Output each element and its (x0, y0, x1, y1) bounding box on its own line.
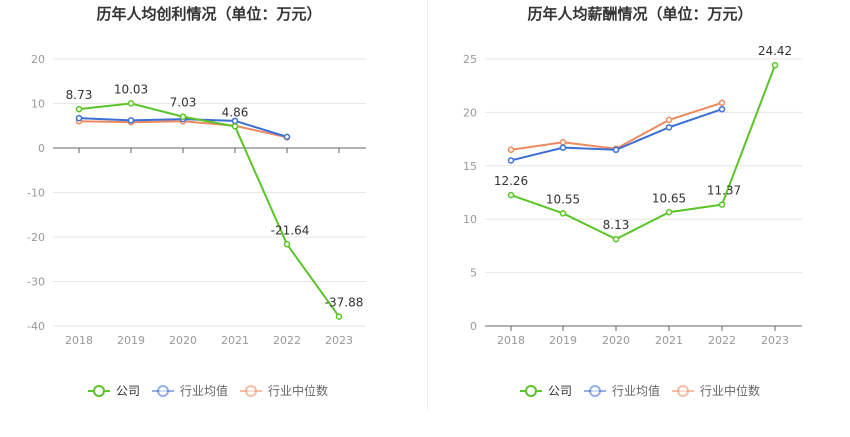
data-point-company (507, 191, 515, 199)
data-label: -21.64 (271, 223, 310, 237)
x-tick-label: 2021 (655, 334, 683, 347)
series-line-company (510, 64, 776, 241)
data-point-industry_median (665, 116, 673, 124)
legend-label: 公司 (116, 384, 140, 398)
data-label: -37.88 (325, 296, 364, 310)
y-tick-label: 10 (463, 213, 477, 226)
data-point-industry_median (507, 146, 515, 154)
data-point-company (718, 201, 726, 208)
y-tick-label: 20 (31, 53, 45, 66)
data-label: 24.42 (758, 44, 792, 58)
legend-item-industry_avg: 行业均值 (584, 383, 660, 398)
data-label: 7.03 (170, 96, 197, 110)
data-point-industry_avg (612, 146, 620, 154)
data-label: 10.55 (546, 192, 580, 206)
data-point-company (559, 210, 567, 217)
chart-panel-2: 历年人均薪酬情况（单位：万元） 25 20 15 10 5 0 2018 2019 2020 202… (463, 5, 802, 398)
series-line-industry_median (510, 101, 723, 151)
data-point-industry_avg (665, 124, 673, 131)
y-tick-label: 25 (463, 53, 477, 66)
legend-label: 行业均值 (612, 383, 660, 398)
data-point-company (771, 61, 779, 69)
y-tick-label: 10 (31, 98, 45, 111)
legend-label: 行业中位数 (700, 383, 760, 398)
data-point-company (179, 113, 187, 120)
legend-item-company: 公司 (520, 384, 572, 398)
data-point-industry_avg (127, 117, 135, 124)
data-label: 10.65 (652, 191, 686, 205)
data-point-company (231, 123, 239, 130)
y-tick-label: 20 (463, 106, 477, 119)
y-tick-label: -10 (27, 187, 45, 200)
y-tick-label: 15 (463, 160, 477, 173)
data-point-industry_avg (718, 105, 726, 113)
chart-title: 历年人均创利情况（单位：万元） (96, 5, 321, 23)
data-point-industry_avg (559, 144, 567, 151)
y-tick-label: -40 (27, 320, 45, 333)
chart-panel-1: 历年人均创利情况（单位：万元） 20 10 0 -10 -20 -30 -40 2018 2019… (27, 5, 366, 398)
data-point-company (612, 235, 620, 243)
panel-divider (427, 0, 428, 410)
data-point-industry_avg (283, 133, 291, 141)
x-tick-label: 2022 (708, 334, 736, 347)
x-tick-label: 2018 (497, 334, 525, 347)
data-label: 12.26 (494, 174, 528, 188)
data-label: 4.86 (222, 105, 249, 119)
y-tick-label: 5 (470, 267, 477, 280)
data-label: 11.37 (707, 184, 741, 198)
legend-marker (93, 385, 105, 397)
data-point-industry_avg (507, 157, 515, 164)
legend-label: 行业均值 (180, 383, 228, 398)
legend-marker (589, 385, 601, 397)
data-point-industry_median (718, 99, 726, 107)
data-point-company (335, 313, 343, 320)
series-line-company (78, 102, 340, 318)
data-point-company (127, 100, 135, 107)
x-tick-label: 2023 (325, 334, 353, 347)
legend-marker (677, 385, 689, 397)
y-tick-label: 0 (38, 142, 45, 155)
x-tick-label: 2023 (761, 334, 789, 347)
x-tick-label: 2019 (549, 334, 577, 347)
legend-item-industry_median: 行业中位数 (672, 383, 760, 398)
legend-item-industry_median: 行业中位数 (240, 383, 328, 398)
legend-item-company: 公司 (88, 384, 140, 398)
data-point-company (75, 105, 83, 113)
data-point-industry_avg (75, 114, 83, 122)
legend-label: 公司 (548, 384, 572, 398)
x-tick-label: 2022 (273, 334, 301, 347)
data-point-company (665, 209, 673, 216)
y-tick-label: -30 (27, 276, 45, 289)
legend-marker (157, 385, 169, 397)
data-label: 8.13 (603, 218, 630, 232)
y-tick-label: -20 (27, 231, 45, 244)
x-tick-label: 2020 (602, 334, 630, 347)
x-tick-label: 2020 (169, 334, 197, 347)
x-tick-label: 2019 (117, 334, 145, 347)
y-tick-label: 0 (470, 320, 477, 333)
x-tick-label: 2018 (65, 334, 93, 347)
legend-label: 行业中位数 (268, 383, 328, 398)
legend-marker (525, 385, 537, 397)
data-point-industry_median (559, 139, 567, 146)
legend-item-industry_avg: 行业均值 (152, 383, 228, 398)
data-point-company (283, 241, 291, 248)
chart-title: 历年人均薪酬情况（单位：万元） (527, 5, 752, 23)
data-label: 8.73 (66, 88, 93, 102)
x-tick-label: 2021 (221, 334, 249, 347)
data-label: 10.03 (114, 82, 148, 96)
legend-marker (245, 385, 257, 397)
